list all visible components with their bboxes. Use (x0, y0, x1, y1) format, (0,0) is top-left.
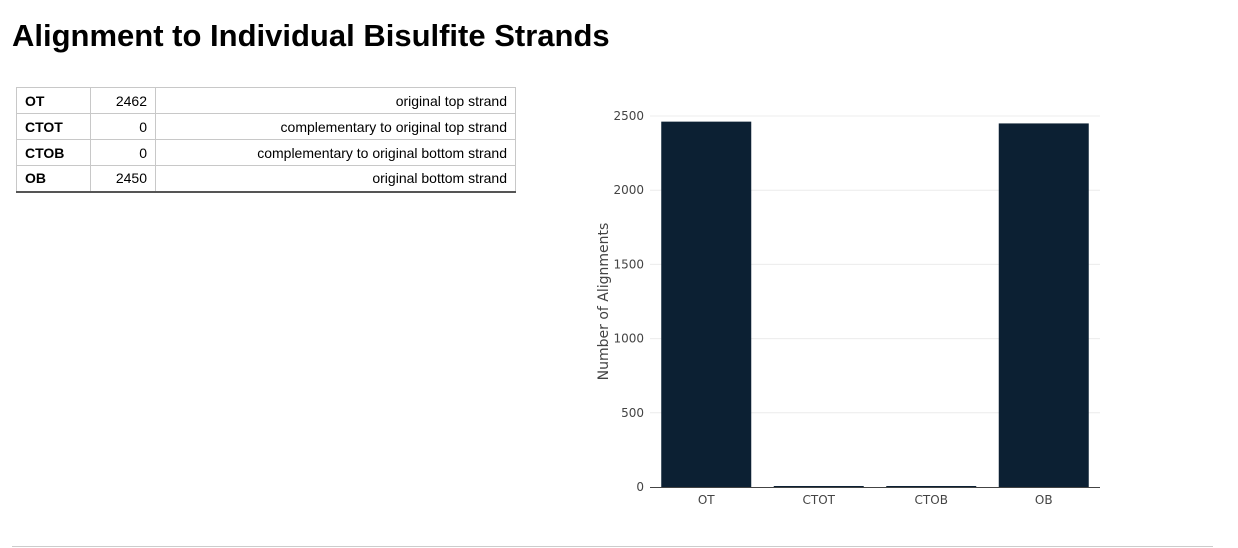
page-title: Alignment to Individual Bisulfite Strand… (12, 18, 610, 53)
x-tick-label: CTOB (915, 493, 948, 507)
x-tick-label: CTOT (803, 493, 836, 507)
y-tick-label: 2000 (613, 183, 644, 197)
bar-ctob[interactable] (886, 486, 977, 487)
y-axis-title: Number of Alignments (596, 223, 612, 381)
bar-ctot[interactable] (773, 486, 864, 487)
y-tick-label: 1000 (613, 332, 644, 346)
bottom-divider (12, 546, 1213, 547)
y-axis-ticks: 0 500 1000 1500 2000 2500 (613, 109, 644, 494)
x-axis-ticks: OT CTOT CTOB OB (698, 493, 1053, 507)
chart-bars (661, 121, 1089, 488)
table-row: OT 2462 original top strand (16, 87, 516, 114)
y-tick-label: 2500 (613, 109, 644, 123)
bar-ob[interactable] (998, 123, 1089, 488)
y-tick-label: 0 (636, 480, 644, 494)
strand-count: 0 (90, 113, 156, 140)
strand-description: complementary to original top strand (155, 113, 516, 140)
bar-ot[interactable] (661, 121, 752, 488)
table-row: OB 2450 original bottom strand (16, 165, 516, 192)
y-tick-label: 500 (621, 406, 644, 420)
strand-code: OB (16, 165, 91, 192)
x-tick-label: OT (698, 493, 715, 507)
strand-stats-table: OT 2462 original top strand CTOT 0 compl… (16, 87, 516, 193)
table-row: CTOT 0 complementary to original top str… (16, 113, 516, 140)
x-tick-label: OB (1035, 493, 1053, 507)
strand-code: OT (16, 87, 91, 114)
strand-description: original bottom strand (155, 165, 516, 192)
y-tick-label: 1500 (613, 257, 644, 271)
